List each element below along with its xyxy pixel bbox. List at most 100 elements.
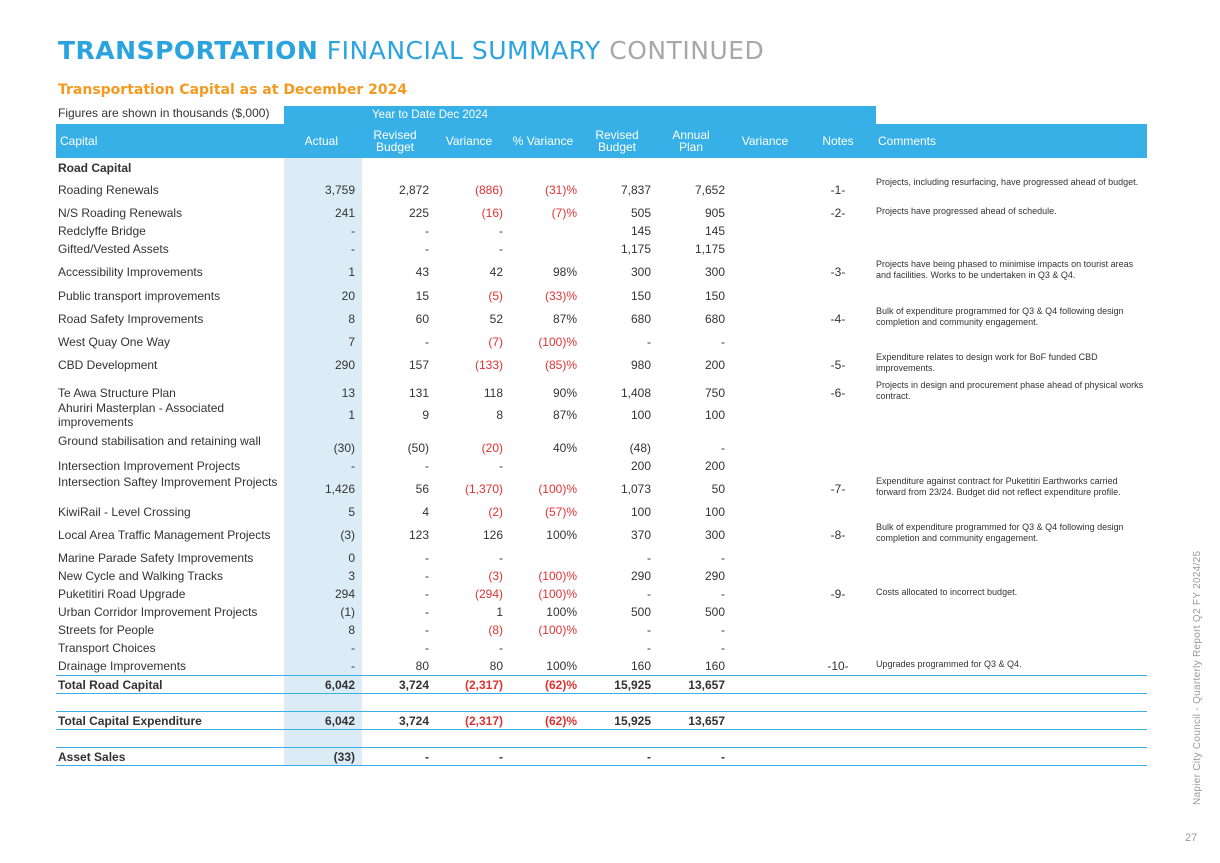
cell-pct: (7)% bbox=[551, 206, 577, 220]
cell-rev-budget: (50) bbox=[407, 441, 429, 455]
row-label: West Quay One Way bbox=[58, 335, 171, 349]
title-part-3: CONTINUED bbox=[609, 36, 765, 65]
cell-variance: (5) bbox=[488, 289, 503, 303]
cell-rev-budget: 123 bbox=[408, 528, 429, 542]
row-comment: Projects, including resurfacing, have pr… bbox=[876, 177, 1139, 187]
cell-rev-budget: - bbox=[425, 551, 429, 565]
cell-variance: (16) bbox=[481, 206, 503, 220]
row-label: Streets for People bbox=[58, 623, 155, 637]
row-comment: Upgrades programmed for Q3 & Q4. bbox=[876, 659, 1022, 669]
cell-rev-budget: 131 bbox=[408, 386, 429, 400]
cell-actual: 241 bbox=[334, 206, 355, 220]
cell-variance: (2) bbox=[488, 505, 503, 519]
row-comment: Projects have being phased to minimise i… bbox=[876, 259, 1134, 280]
total-label: Total Road Capital bbox=[58, 678, 163, 692]
cell-actual: - bbox=[351, 659, 355, 673]
total-rev-budget: 3,724 bbox=[398, 678, 429, 692]
row-note: -9- bbox=[830, 587, 846, 601]
cell-rev-budget: - bbox=[425, 459, 429, 473]
ytd-band-ext-2 bbox=[728, 106, 876, 124]
cell-annual: - bbox=[721, 587, 725, 601]
cell-rev-budget: - bbox=[425, 242, 429, 256]
cell-rev-budget: - bbox=[425, 641, 429, 655]
cell-actual: 0 bbox=[348, 551, 355, 565]
cell-revised: 300 bbox=[630, 265, 651, 279]
total-rule-line bbox=[56, 711, 1147, 712]
total-rule-line bbox=[56, 729, 1147, 730]
cell-annual: 150 bbox=[704, 289, 725, 303]
cell-annual: 7,652 bbox=[694, 183, 725, 197]
row-label: Ahuriri Masterplan - Associated improvem… bbox=[58, 401, 225, 429]
total-label: Total Capital Expenditure bbox=[58, 714, 202, 728]
row-label: Urban Corridor Improvement Projects bbox=[58, 605, 258, 619]
cell-actual: 5 bbox=[348, 505, 355, 519]
cell-revised: 680 bbox=[630, 312, 651, 326]
cell-actual: 290 bbox=[334, 358, 355, 372]
cell-pct: 100% bbox=[546, 605, 577, 619]
total-variance: (2,317) bbox=[464, 678, 503, 692]
cell-annual: 500 bbox=[704, 605, 725, 619]
cell-revised: - bbox=[647, 335, 651, 349]
cell-rev-budget: 43 bbox=[415, 265, 429, 279]
cell-actual: (30) bbox=[333, 441, 355, 455]
total-revised: 15,925 bbox=[614, 714, 651, 728]
row-comment: Bulk of expenditure programmed for Q3 & … bbox=[876, 522, 1124, 543]
page-title: TRANSPORTATION FINANCIAL SUMMARY CONTINU… bbox=[58, 36, 764, 65]
cell-variance: (133) bbox=[474, 358, 503, 372]
cell-actual: 3,759 bbox=[324, 183, 355, 197]
row-label: Intersection Saftey Improvement Projects bbox=[58, 475, 278, 489]
cell-pct: (100)% bbox=[538, 482, 577, 496]
cell-variance: 1 bbox=[496, 605, 503, 619]
cell-rev-budget: 9 bbox=[422, 408, 429, 422]
row-label: Public transport improvements bbox=[58, 289, 221, 303]
cell-variance: (886) bbox=[474, 183, 503, 197]
total-rev-budget: - bbox=[425, 750, 429, 764]
cell-actual: - bbox=[351, 224, 355, 238]
row-comment: Bulk of expenditure programmed for Q3 & … bbox=[876, 306, 1124, 327]
row-note: -8- bbox=[830, 528, 846, 542]
cell-annual: 300 bbox=[704, 265, 725, 279]
total-pct: (62)% bbox=[544, 678, 577, 692]
total-pct: (62)% bbox=[544, 714, 577, 728]
total-actual: (33) bbox=[333, 750, 355, 764]
cell-rev-budget: - bbox=[425, 335, 429, 349]
cell-annual: 160 bbox=[704, 659, 725, 673]
total-annual: 13,657 bbox=[688, 714, 725, 728]
cell-revised: - bbox=[647, 587, 651, 601]
cell-variance: 52 bbox=[489, 312, 503, 326]
cell-rev-budget: 60 bbox=[415, 312, 429, 326]
row-note: -1- bbox=[830, 183, 846, 197]
cell-rev-budget: - bbox=[425, 224, 429, 238]
cell-variance: (1,370) bbox=[464, 482, 503, 496]
total-actual: 6,042 bbox=[324, 678, 355, 692]
total-actual: 6,042 bbox=[324, 714, 355, 728]
row-label: Te Awa Structure Plan bbox=[58, 386, 176, 400]
total-variance: (2,317) bbox=[464, 714, 503, 728]
cell-annual: 905 bbox=[704, 206, 725, 220]
cell-actual: 1 bbox=[348, 265, 355, 279]
cell-actual: 8 bbox=[348, 312, 355, 326]
row-label: Local Area Traffic Management Projects bbox=[58, 528, 271, 542]
ytd-label: Year to Date Dec 2024 bbox=[372, 109, 488, 121]
col-header-variance-ytd: Variance bbox=[445, 134, 493, 148]
cell-actual: - bbox=[351, 641, 355, 655]
cell-revised: 1,073 bbox=[620, 482, 651, 496]
cell-pct: 100% bbox=[546, 659, 577, 673]
cell-actual: - bbox=[351, 242, 355, 256]
cell-variance: (8) bbox=[488, 623, 503, 637]
cell-actual: 1 bbox=[348, 408, 355, 422]
total-revised: - bbox=[647, 750, 651, 764]
cell-variance: - bbox=[499, 641, 503, 655]
cell-annual: 145 bbox=[704, 224, 725, 238]
cell-actual: - bbox=[351, 459, 355, 473]
total-revised: 15,925 bbox=[614, 678, 651, 692]
cell-revised: 290 bbox=[630, 569, 651, 583]
cell-revised: 100 bbox=[630, 505, 651, 519]
cell-revised: 500 bbox=[630, 605, 651, 619]
row-label: Transport Choices bbox=[58, 641, 156, 655]
row-label: KiwiRail - Level Crossing bbox=[58, 505, 191, 519]
cell-variance: (20) bbox=[481, 441, 503, 455]
cell-annual: 200 bbox=[704, 358, 725, 372]
cell-variance: - bbox=[499, 551, 503, 565]
row-label: New Cycle and Walking Tracks bbox=[58, 569, 223, 583]
